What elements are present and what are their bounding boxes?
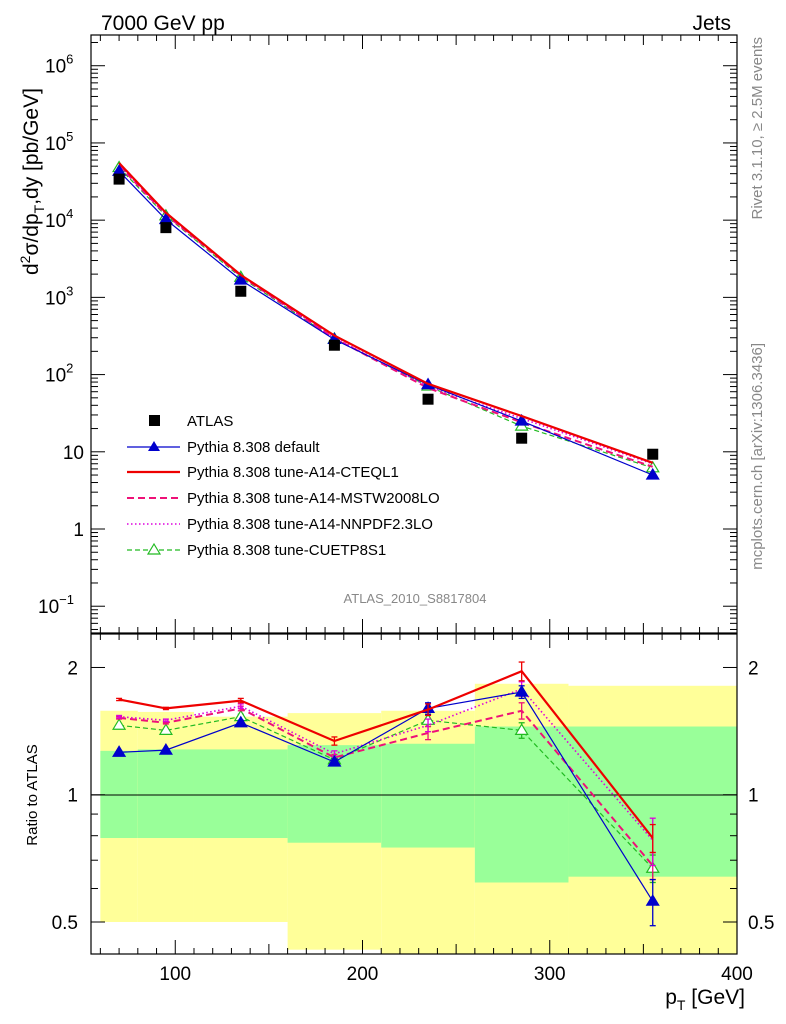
main-y-tick-label: 102 [45,361,73,387]
main-point-default [514,413,529,426]
main-y-tick-base: 10 [45,366,66,387]
main-y-tick-exp: 2 [66,361,73,376]
ratio-point-cuetp8s1 [112,718,127,730]
atlas-data-point [113,173,125,185]
ratio-frame [90,633,738,955]
ratio-x-tick-label: 100 [159,964,191,985]
atlas-data-point [422,393,434,405]
ratio-series-group [112,661,660,927]
ratio-point-cuetp8s1 [514,723,529,735]
mcplots-label: mcplots.cern.ch [arXiv:1306.3436] [749,343,766,570]
legend: ATLAS Pythia 8.308 default Pythia 8.308 … [127,413,440,559]
ratio-x-tick-label: 300 [534,964,566,985]
main-y-tick-label: 104 [45,206,73,232]
main-line-cteql1 [118,162,654,464]
main-y-tick-label: 10 [63,443,84,464]
main-y-tick-exp: 4 [66,206,73,221]
ratio-band-inner [474,726,569,883]
main-y-tick-exp: 5 [66,129,73,144]
main-y-tick-base: 10 [45,288,66,309]
legend-mstw-label: Pythia 8.308 tune-A14-MSTW2008LO [187,490,440,507]
main-y-tick-exp: 6 [66,52,73,67]
ratio-x-tick-label: 400 [721,964,753,985]
legend-default-label: Pythia 8.308 default [187,439,320,456]
main-frame [90,34,738,634]
ratio-y-tick-label-left: 0.5 [52,913,78,934]
main-y-tick-label: 1 [73,520,84,541]
rivet-label: Rivet 3.1.10, ≥ 2.5M events [749,37,766,220]
atlas-data-point [516,432,528,444]
ratio-x-tick-label: 200 [347,964,379,985]
main-y-tick-base: 10 [38,597,59,618]
ratio-band-inner [100,750,138,839]
legend-cteql1-label: Pythia 8.308 tune-A14-CTEQL1 [187,464,399,481]
main-y-tick-label: 105 [45,129,73,155]
ratio-y-tick-label-left: 2 [67,658,78,679]
ratio-point-default [158,742,173,755]
ratio-y-tick-label-right: 1 [748,786,759,807]
legend-nnpdf-label: Pythia 8.308 tune-A14-NNPDF2.3LO [187,516,433,533]
main-y-tick-exp: −1 [59,592,74,607]
atlas-data-point [235,285,247,297]
analysis-id: ATLAS_2010_S8817804 [344,591,487,606]
ratio-y-tick-label-left: 1 [67,786,78,807]
main-y-tick-base: 10 [45,211,66,232]
ratio-point-cuetp8s1 [158,723,173,735]
header-right: Jets [692,12,731,35]
ratio-point-default [514,684,529,697]
main-y-tick-base: 10 [45,57,66,78]
ratio-point-default [327,754,342,767]
atlas-data-point [160,222,172,234]
ratio-band-inner [137,749,194,839]
ratio-point-default [645,894,660,906]
ratio-band-inner [381,743,475,848]
legend-default-marker [148,441,160,451]
ratio-point-default [233,715,248,728]
main-y-axis-label: d2σ/dpT,dy [pb/GeV] [17,88,47,275]
main-series-group [112,160,660,480]
header-left: 7000 GeV pp [101,12,225,35]
main-point-default [645,467,660,480]
ratio-y-tick-label-right: 0.5 [748,913,774,934]
ratio-axis-ticks: 100 200 300 400 0.5 0.5 1 1 2 2 [52,634,774,985]
main-y-tick-label: 10−1 [38,592,74,618]
main-y-tick-label: 103 [45,283,73,309]
main-y-tick-exp: 3 [66,283,73,298]
main-y-tick-base: 10 [45,134,66,155]
ratio-y-axis-label: Ratio to ATLAS [24,744,41,845]
main-y-tick-label: 106 [45,52,73,78]
ratio-uncertainty-bands [100,683,737,954]
legend-atlas-marker [149,415,160,426]
ratio-point-default [112,745,127,757]
legend-atlas-label: ATLAS [187,413,233,430]
legend-cuetp8s1-label: Pythia 8.308 tune-CUETP8S1 [187,542,386,559]
atlas-data-point [647,448,659,460]
x-axis-label: pT [GeV] [665,986,745,1013]
legend-cuetp8s1-marker [146,542,162,555]
atlas-data-point [328,339,340,351]
main-point-default [233,272,248,285]
ratio-y-tick-label-right: 2 [748,658,759,679]
ratio-band-inner [193,749,288,839]
